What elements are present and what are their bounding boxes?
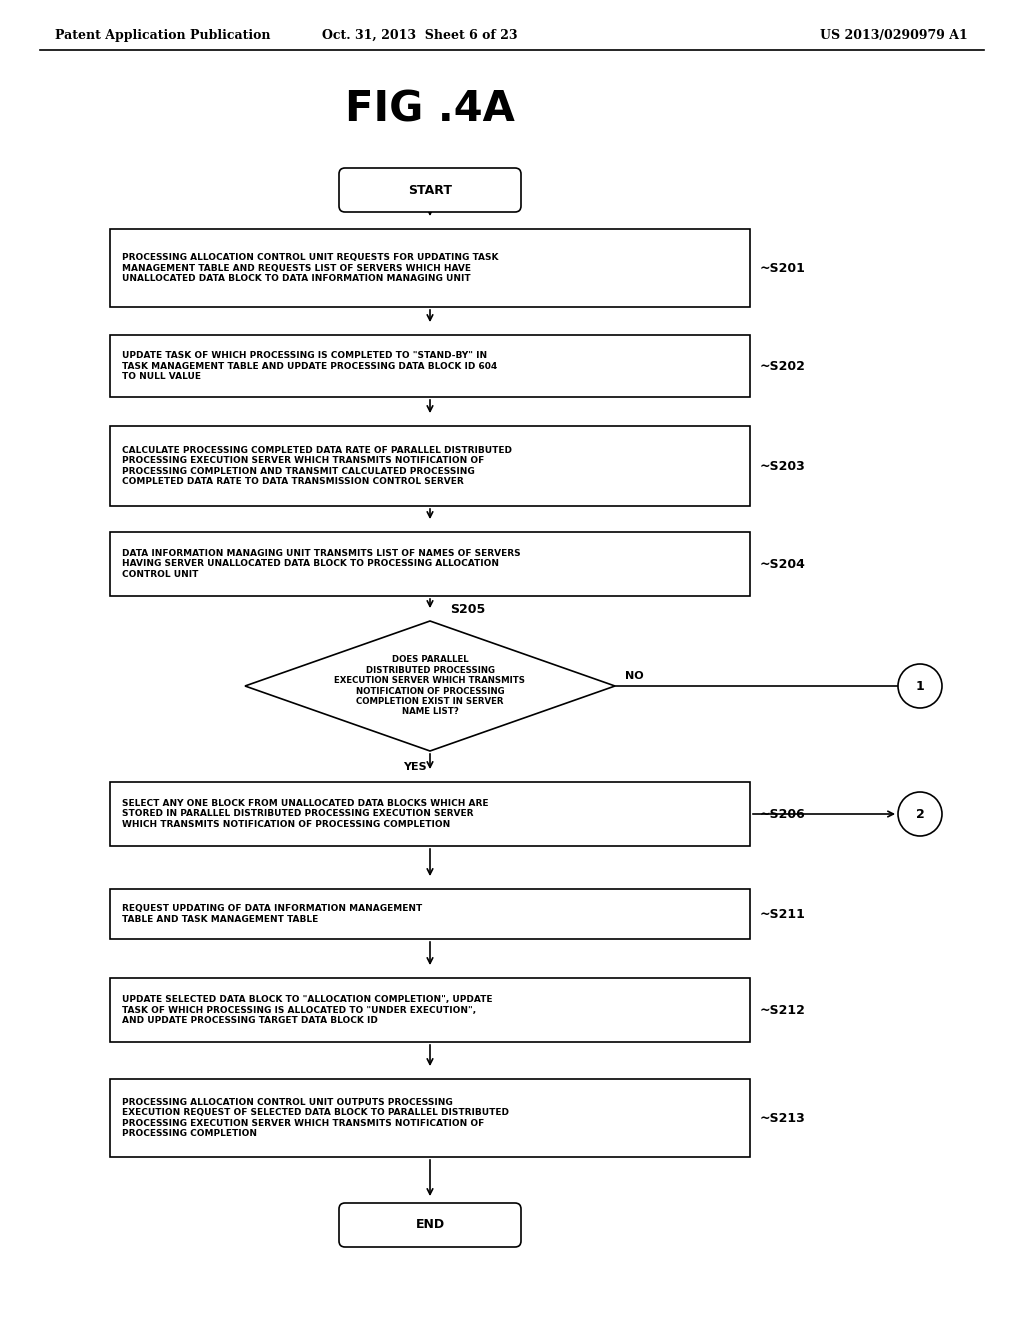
Text: REQUEST UPDATING OF DATA INFORMATION MANAGEMENT
TABLE AND TASK MANAGEMENT TABLE: REQUEST UPDATING OF DATA INFORMATION MAN…: [122, 904, 422, 924]
Bar: [110, 532, 750, 597]
Text: DOES PARALLEL
DISTRIBUTED PROCESSING
EXECUTION SERVER WHICH TRANSMITS
NOTIFICATI: DOES PARALLEL DISTRIBUTED PROCESSING EXE…: [335, 656, 525, 717]
Text: ~S212: ~S212: [760, 1003, 806, 1016]
Bar: [110, 1078, 750, 1158]
Text: ~S203: ~S203: [760, 459, 806, 473]
Bar: [110, 781, 750, 846]
Text: UPDATE SELECTED DATA BLOCK TO "ALLOCATION COMPLETION", UPDATE
TASK OF WHICH PROC: UPDATE SELECTED DATA BLOCK TO "ALLOCATIO…: [122, 995, 493, 1024]
Text: START: START: [408, 183, 452, 197]
Text: ~S204: ~S204: [760, 557, 806, 570]
Circle shape: [898, 792, 942, 836]
Circle shape: [898, 664, 942, 708]
FancyBboxPatch shape: [339, 168, 521, 213]
Bar: [110, 228, 750, 308]
Text: S205: S205: [450, 603, 485, 616]
Text: 1: 1: [915, 680, 925, 693]
FancyBboxPatch shape: [339, 1203, 521, 1247]
Bar: [110, 888, 750, 939]
Text: ~S202: ~S202: [760, 359, 806, 372]
Text: 2: 2: [915, 808, 925, 821]
Text: Oct. 31, 2013  Sheet 6 of 23: Oct. 31, 2013 Sheet 6 of 23: [323, 29, 518, 41]
Text: UPDATE TASK OF WHICH PROCESSING IS COMPLETED TO "STAND-BY" IN
TASK MANAGEMENT TA: UPDATE TASK OF WHICH PROCESSING IS COMPL…: [122, 351, 498, 381]
Text: US 2013/0290979 A1: US 2013/0290979 A1: [820, 29, 968, 41]
Text: PROCESSING ALLOCATION CONTROL UNIT REQUESTS FOR UPDATING TASK
MANAGEMENT TABLE A: PROCESSING ALLOCATION CONTROL UNIT REQUE…: [122, 253, 499, 282]
Text: ~S213: ~S213: [760, 1111, 806, 1125]
Text: Patent Application Publication: Patent Application Publication: [55, 29, 270, 41]
Text: NO: NO: [625, 671, 644, 681]
Text: SELECT ANY ONE BLOCK FROM UNALLOCATED DATA BLOCKS WHICH ARE
STORED IN PARALLEL D: SELECT ANY ONE BLOCK FROM UNALLOCATED DA…: [122, 799, 488, 829]
Text: ~S201: ~S201: [760, 261, 806, 275]
Text: YES: YES: [403, 762, 427, 771]
Text: END: END: [416, 1218, 444, 1232]
Bar: [110, 335, 750, 397]
Polygon shape: [245, 620, 615, 751]
Bar: [110, 426, 750, 506]
Text: CALCULATE PROCESSING COMPLETED DATA RATE OF PARALLEL DISTRIBUTED
PROCESSING EXEC: CALCULATE PROCESSING COMPLETED DATA RATE…: [122, 446, 512, 486]
Text: FIG .4A: FIG .4A: [345, 88, 515, 131]
Text: ~S206: ~S206: [760, 808, 806, 821]
Text: DATA INFORMATION MANAGING UNIT TRANSMITS LIST OF NAMES OF SERVERS
HAVING SERVER : DATA INFORMATION MANAGING UNIT TRANSMITS…: [122, 549, 520, 579]
Bar: [110, 978, 750, 1041]
Text: PROCESSING ALLOCATION CONTROL UNIT OUTPUTS PROCESSING
EXECUTION REQUEST OF SELEC: PROCESSING ALLOCATION CONTROL UNIT OUTPU…: [122, 1098, 509, 1138]
Text: ~S211: ~S211: [760, 908, 806, 920]
